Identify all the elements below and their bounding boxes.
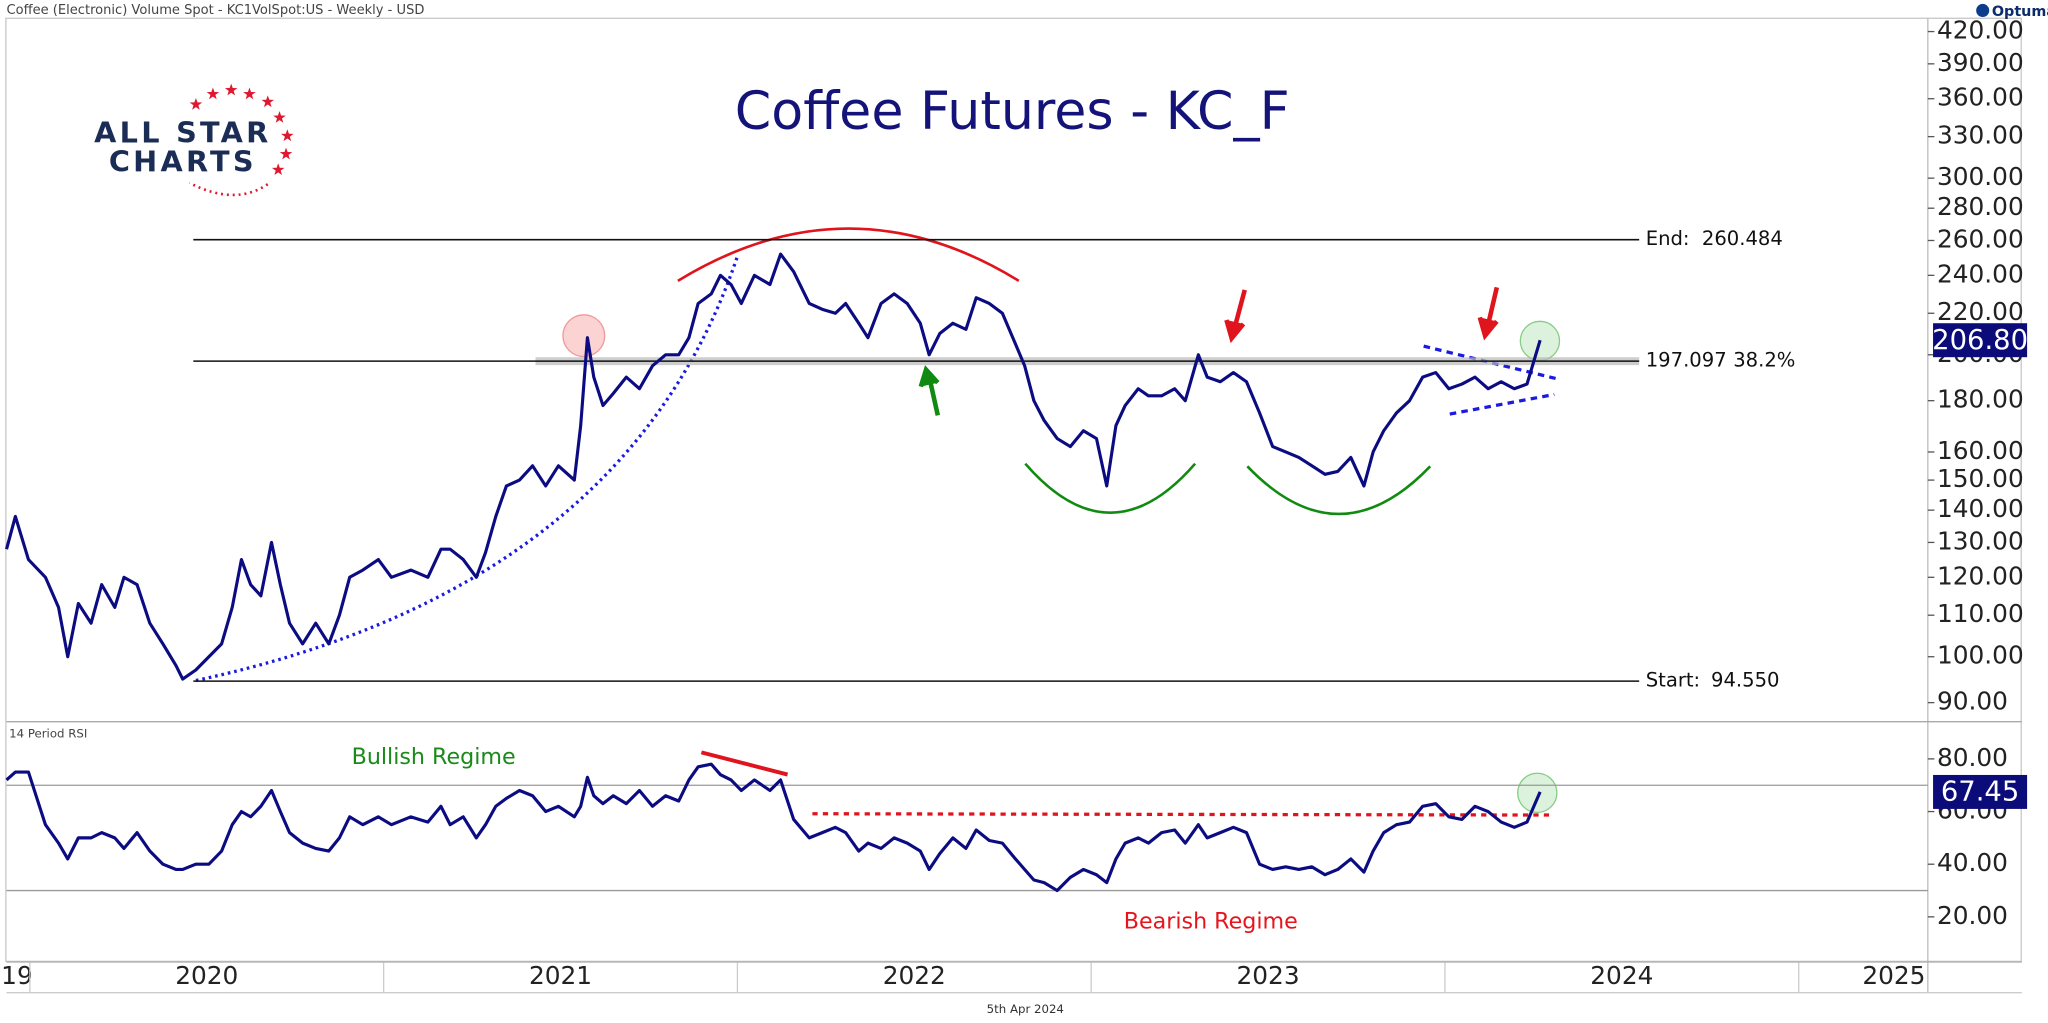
y-tick-label: 110.00 — [1937, 599, 2024, 628]
y-tick-label: 240.00 — [1937, 259, 2024, 288]
y-tick-label: 100.00 — [1937, 641, 2024, 670]
divergence-line — [700, 750, 789, 777]
y-tick-label: 150.00 — [1937, 464, 2024, 493]
annotations — [195, 227, 1561, 817]
level-note: 38.2% — [1733, 349, 1795, 372]
logo: ALL STAR CHARTS — [94, 83, 294, 197]
bottom-arc — [1024, 462, 1197, 514]
y-tick-label: 220.00 — [1937, 297, 2024, 326]
brand-icon — [1976, 3, 1990, 17]
y-tick-label: 280.00 — [1937, 192, 2024, 221]
series-line — [5, 762, 1542, 893]
arrow — [1224, 286, 1500, 344]
x-tick-label: 2020 — [175, 961, 238, 990]
x-tick-label: 2024 — [1590, 961, 1653, 990]
y-tick-label: 300.00 — [1937, 162, 2024, 191]
arrow — [918, 365, 941, 416]
triangle-line — [1449, 392, 1555, 416]
rsi-title: 14 Period RSI — [9, 727, 87, 741]
logo-text: ALL STAR — [94, 116, 271, 150]
y-tick-label: 120.00 — [1937, 561, 2024, 590]
brand: Optuma — [1992, 4, 2048, 20]
x-tick-label: 2023 — [1237, 961, 1300, 990]
level-value: 260.484 — [1702, 227, 1783, 250]
annotation: Bearish Regime — [1124, 909, 1298, 935]
x-tick-label: 19 — [1, 961, 33, 990]
last-value-label: 206.80 — [1932, 325, 2028, 356]
y-tick-label: 180.00 — [1937, 385, 2024, 414]
y-tick-label: 140.00 — [1937, 494, 2024, 523]
footer-date: 5th Apr 2024 — [987, 1002, 1064, 1016]
top-arc — [677, 227, 1020, 282]
source-label: Coffee (Electronic) Volume Spot - KC1Vol… — [7, 3, 425, 18]
y-tick-label: 330.00 — [1937, 121, 2024, 150]
x-tick-label: 2022 — [883, 961, 946, 990]
level-name: End: — [1646, 227, 1690, 250]
y-tick-label: 390.00 — [1937, 48, 2024, 77]
level-value: 94.550 — [1711, 669, 1780, 692]
rsi-resistance — [812, 812, 1555, 817]
parabolic-curve — [195, 254, 740, 683]
y-tick-label: 360.00 — [1937, 83, 2024, 112]
annotation: Bullish Regime — [352, 744, 516, 770]
x-tick-label: 2021 — [529, 961, 592, 990]
series-line — [5, 252, 1542, 681]
y-tick-label: 40.00 — [1937, 848, 2008, 877]
y-tick-label: 90.00 — [1937, 687, 2008, 716]
level-value: 197.097 — [1646, 349, 1727, 372]
y-tick-label: 160.00 — [1937, 436, 2024, 465]
y-tick-label: 20.00 — [1937, 901, 2008, 930]
last-value-label: 67.45 — [1941, 777, 2019, 808]
y-tick-label: 420.00 — [1937, 16, 2024, 45]
highlight-circle — [1517, 772, 1558, 814]
y-tick-label: 130.00 — [1937, 526, 2024, 555]
last-value-box — [1933, 774, 2028, 809]
x-tick-label: 2025 — [1862, 961, 1925, 990]
highlight-circle — [562, 314, 606, 358]
level-name: Start: — [1646, 669, 1700, 692]
logo-text: CHARTS — [109, 144, 257, 178]
last-value-box — [1933, 323, 2028, 358]
y-tick-label: 80.00 — [1937, 743, 2008, 772]
chart-title: Coffee Futures - KC_F — [735, 82, 1290, 142]
y-tick-label: 260.00 — [1937, 224, 2024, 253]
bottom-arc — [1246, 465, 1432, 516]
